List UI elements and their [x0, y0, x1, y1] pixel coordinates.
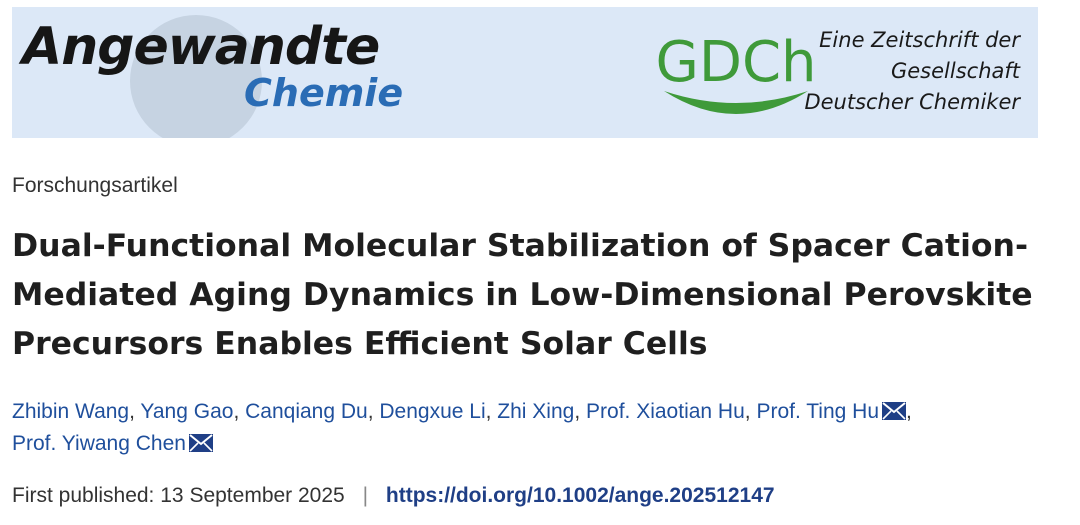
title-line: Mediated Aging Dynamics in Low-Dimension…: [12, 277, 1033, 313]
published-date: 13 September 2025: [160, 484, 345, 507]
author-link[interactable]: Prof. Ting Hu: [756, 400, 880, 423]
tagline-line: Eine Zeitschrift der: [819, 28, 1020, 52]
author-link[interactable]: Prof. Yiwang Chen: [12, 432, 186, 455]
title-line: Dual-Functional Molecular Stabilization …: [12, 228, 1029, 264]
publication-info: First published: 13 September 2025 | htt…: [12, 484, 775, 508]
journal-logo-chemie: Chemie: [244, 71, 404, 115]
gdch-logo-text: GDCh: [655, 30, 816, 95]
society-tagline: Eine Zeitschrift der Gesellschaft Deutsc…: [804, 25, 1020, 118]
article-title: Dual-Functional Molecular Stabilization …: [12, 222, 1072, 369]
author-list: Zhibin Wang, Yang Gao, Canqiang Du, Deng…: [12, 400, 912, 455]
journal-logo-angewandte: Angewandte: [22, 17, 380, 77]
journal-banner: Angewandte Chemie GDCh Eine Zeitschrift …: [12, 7, 1038, 138]
author-link[interactable]: Yang Gao: [140, 400, 234, 423]
article-type-label: Forschungsartikel: [12, 174, 178, 197]
envelope-icon[interactable]: [188, 434, 213, 452]
banner-circle-decoration: [130, 15, 262, 138]
title-line: Precursors Enables Efficient Solar Cells: [12, 326, 708, 362]
separator: |: [362, 484, 369, 507]
tagline-line: Deutscher Chemiker: [804, 90, 1020, 114]
gdch-logo: GDCh: [655, 30, 817, 114]
published-label: First published:: [12, 484, 155, 507]
author-link[interactable]: Canqiang Du: [245, 400, 368, 423]
author-link[interactable]: Dengxue Li: [379, 400, 486, 423]
author-link[interactable]: Zhibin Wang: [12, 400, 130, 423]
author-link[interactable]: Prof. Xiaotian Hu: [586, 400, 745, 423]
gdch-logo-swoosh: [664, 91, 808, 114]
author-link[interactable]: Zhi Xing: [497, 400, 575, 423]
doi-link[interactable]: https://doi.org/10.1002/ange.202512147: [385, 484, 775, 507]
envelope-icon[interactable]: [882, 402, 907, 420]
tagline-line: Gesellschaft: [890, 59, 1020, 83]
